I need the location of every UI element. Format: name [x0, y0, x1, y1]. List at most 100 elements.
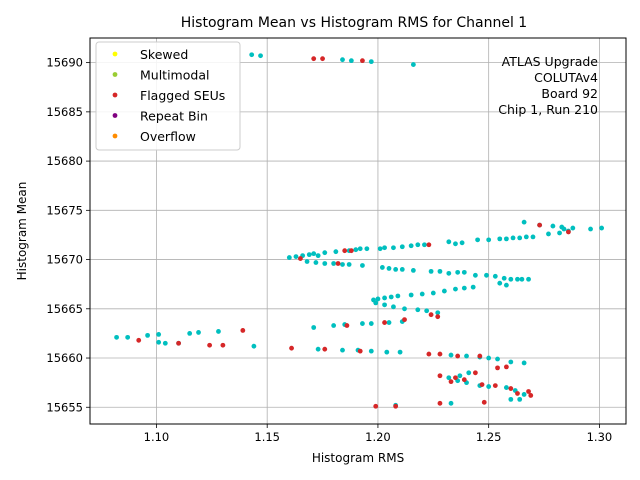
data-point	[342, 248, 348, 254]
data-point	[515, 391, 520, 396]
data-point	[521, 392, 527, 397]
data-point	[313, 260, 319, 265]
data-point	[495, 356, 500, 362]
data-point	[422, 242, 427, 248]
data-point	[216, 329, 221, 334]
data-point	[501, 275, 507, 281]
data-point	[428, 312, 434, 318]
y-tick-label: 15680	[46, 154, 83, 168]
data-point	[492, 273, 498, 279]
data-point	[322, 250, 328, 256]
data-point	[528, 393, 534, 398]
axis-ticks: 1.10 1.15 1.20 1.25 1.30 15655 15660 15665 15670…	[46, 56, 612, 444]
data-point	[220, 342, 226, 348]
data-point	[486, 355, 492, 361]
data-point	[503, 282, 509, 288]
data-point	[375, 296, 381, 302]
data-point	[357, 348, 363, 354]
x-tick-label: 1.10	[144, 430, 170, 444]
data-point	[293, 254, 299, 260]
data-point	[306, 252, 312, 258]
data-point	[311, 251, 317, 257]
data-point	[344, 323, 350, 328]
data-point	[517, 396, 523, 402]
data-point	[408, 243, 414, 249]
x-tick-label: 1.20	[365, 430, 391, 444]
data-point	[437, 400, 443, 406]
y-tick-label: 15660	[46, 351, 83, 365]
data-point	[453, 286, 458, 292]
legend-marker	[112, 133, 118, 139]
data-point	[497, 280, 503, 286]
series-flagged-seus	[136, 56, 571, 409]
y-tick-label: 15685	[46, 105, 83, 119]
data-point	[435, 310, 441, 316]
y-tick-label: 15670	[46, 253, 83, 267]
data-point	[388, 294, 394, 300]
data-point	[340, 262, 345, 267]
legend-label: Overflow	[140, 129, 196, 144]
data-point	[311, 325, 317, 330]
data-point	[430, 290, 436, 296]
data-points	[114, 52, 605, 409]
data-point	[497, 236, 503, 242]
data-point	[466, 370, 472, 376]
data-point	[368, 321, 374, 326]
data-point	[384, 349, 390, 355]
data-point	[492, 383, 498, 388]
data-point	[546, 231, 551, 237]
annotation-line: Board 92	[541, 86, 598, 101]
data-point	[510, 235, 516, 241]
y-tick-label: 15690	[46, 56, 83, 70]
data-point	[526, 276, 531, 282]
data-point	[470, 284, 476, 290]
data-point	[521, 360, 527, 366]
legend: Skewed Multimodal Flagged SEUs Repeat Bin Ov…	[95, 41, 241, 151]
data-point	[426, 242, 432, 248]
data-point	[399, 244, 405, 250]
data-point	[382, 245, 387, 251]
data-point	[249, 52, 255, 58]
data-point	[519, 276, 525, 282]
legend-marker	[112, 72, 118, 77]
data-point	[472, 370, 478, 376]
data-point	[446, 239, 452, 245]
data-point	[348, 58, 354, 64]
y-tick-label: 15675	[46, 203, 83, 217]
data-point	[386, 266, 392, 271]
data-point	[437, 268, 443, 274]
data-point	[419, 291, 425, 297]
y-tick-label: 15665	[46, 302, 83, 316]
data-point	[382, 302, 387, 308]
data-point	[508, 396, 514, 402]
data-point	[391, 245, 396, 251]
data-point	[373, 300, 379, 306]
x-tick-label: 1.30	[587, 430, 613, 444]
data-point	[464, 353, 469, 359]
data-point	[570, 225, 576, 231]
data-point	[457, 373, 463, 379]
data-point	[428, 268, 434, 274]
data-point	[515, 276, 520, 282]
data-point	[145, 332, 150, 338]
data-point	[461, 377, 467, 383]
data-point	[561, 226, 567, 232]
data-point	[448, 352, 454, 358]
data-point	[320, 56, 325, 62]
data-point	[311, 56, 317, 62]
data-point	[368, 59, 374, 65]
data-point	[315, 253, 321, 259]
data-point	[360, 263, 365, 268]
plot-frame	[89, 37, 627, 425]
data-point	[415, 242, 421, 248]
data-point	[508, 359, 514, 365]
data-point	[373, 403, 379, 409]
data-point	[424, 308, 430, 314]
data-point	[331, 261, 337, 266]
data-point	[453, 375, 458, 381]
data-point	[207, 342, 213, 348]
data-point	[526, 389, 531, 394]
data-point	[437, 373, 443, 379]
data-point	[393, 267, 399, 272]
